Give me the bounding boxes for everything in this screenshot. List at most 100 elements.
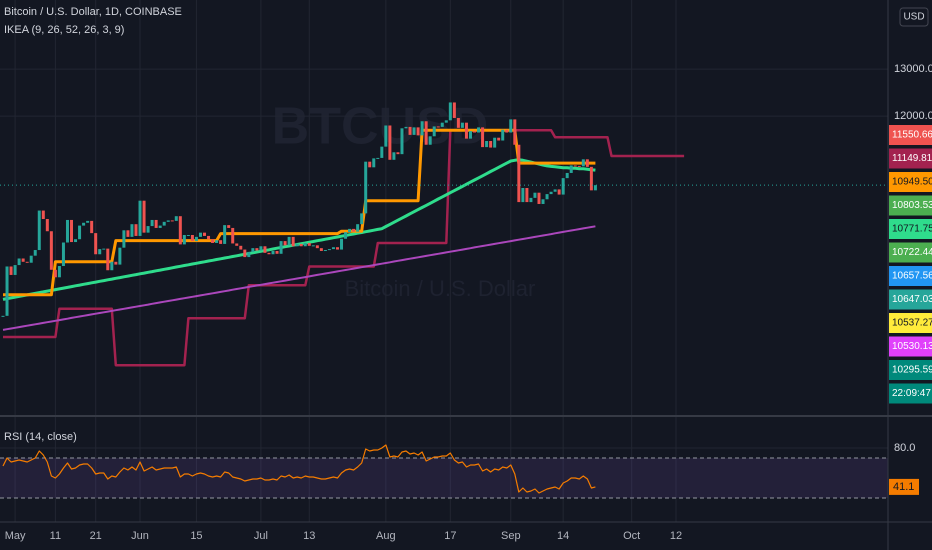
candle	[436, 126, 440, 128]
candle	[368, 161, 372, 168]
candle	[275, 250, 279, 254]
candle	[533, 192, 537, 198]
candle	[247, 251, 251, 258]
price-badge	[889, 289, 932, 310]
candle	[211, 239, 215, 243]
candle	[86, 220, 90, 223]
currency-button[interactable]	[899, 7, 929, 27]
candle	[33, 250, 37, 256]
candle	[5, 266, 9, 316]
candle	[150, 219, 154, 227]
candle	[489, 140, 493, 148]
currency-button-label[interactable]: USD	[903, 12, 924, 23]
x-tick-label: 11	[50, 530, 61, 542]
candle	[529, 197, 533, 203]
price-badge-label: 10771.75	[892, 224, 932, 235]
candle	[17, 258, 21, 266]
candle	[29, 255, 33, 263]
candle	[388, 125, 392, 160]
candle	[348, 228, 352, 233]
candle	[473, 131, 477, 133]
candle	[178, 216, 182, 245]
candle	[49, 231, 53, 270]
candle	[505, 129, 509, 133]
candle	[589, 166, 593, 191]
candle	[267, 252, 271, 255]
candle	[82, 222, 86, 226]
candle	[477, 127, 481, 133]
x-tick-label: 15	[190, 530, 202, 542]
candle	[517, 144, 521, 203]
price-badge	[889, 148, 932, 169]
candle	[90, 220, 94, 234]
candle	[456, 117, 460, 128]
candle	[545, 194, 549, 200]
price-badge-label: 11149.81	[892, 153, 932, 164]
candle	[186, 234, 190, 236]
candle	[577, 165, 581, 167]
candle	[1, 315, 5, 317]
candle	[392, 152, 396, 160]
x-tick-label: Oct	[623, 530, 640, 542]
candle	[41, 210, 45, 220]
candle	[259, 246, 263, 251]
candle	[319, 248, 323, 251]
series-line	[2, 444, 596, 494]
candle	[61, 242, 65, 267]
price-badge	[889, 172, 932, 192]
candle	[287, 236, 291, 246]
candle	[45, 219, 49, 232]
candle	[239, 245, 243, 250]
chart-title: Bitcoin / U.S. Dollar, 1D, COINBASE	[4, 6, 182, 18]
candle	[311, 245, 315, 247]
candle	[279, 241, 283, 254]
price-badge	[889, 219, 932, 239]
candle	[162, 221, 166, 226]
candle	[114, 261, 118, 265]
candle	[263, 246, 267, 253]
candle	[585, 159, 589, 167]
candle	[98, 249, 102, 255]
candle	[565, 172, 569, 179]
candle	[207, 235, 211, 240]
candle	[493, 137, 497, 148]
value-badge-label: 41.1	[893, 481, 914, 493]
candle	[190, 234, 194, 242]
candle	[573, 165, 577, 167]
candle	[344, 232, 348, 239]
candle	[468, 131, 472, 139]
candle	[364, 161, 368, 214]
candle	[251, 248, 255, 252]
candle	[166, 220, 170, 222]
price-badge	[889, 360, 932, 380]
candle	[380, 146, 384, 158]
series-line	[2, 225, 596, 331]
candle	[9, 266, 13, 275]
candle	[21, 258, 25, 262]
x-tick-label: 21	[90, 530, 102, 542]
candle	[549, 191, 553, 195]
candle	[106, 248, 110, 271]
candle	[569, 165, 573, 173]
candle	[198, 232, 202, 237]
candle	[126, 230, 130, 237]
candle	[78, 225, 82, 240]
price-badge	[889, 313, 932, 333]
candle	[235, 243, 239, 246]
candle	[537, 192, 541, 204]
candle	[323, 250, 327, 252]
candle	[138, 200, 142, 236]
x-tick-label: 12	[670, 530, 682, 542]
series-line	[3, 128, 596, 297]
candle	[432, 126, 436, 137]
candle	[481, 127, 485, 148]
candle	[271, 250, 275, 255]
candle	[174, 216, 178, 221]
price-badge-label: 10537.27	[892, 318, 932, 329]
watermark: Bitcoin / U.S. Dollar	[345, 276, 536, 301]
candle	[130, 224, 134, 237]
price-badge-label: 10722.44	[892, 247, 932, 258]
price-badge	[889, 383, 932, 404]
price-badge	[889, 242, 932, 263]
price-badge	[889, 266, 932, 286]
